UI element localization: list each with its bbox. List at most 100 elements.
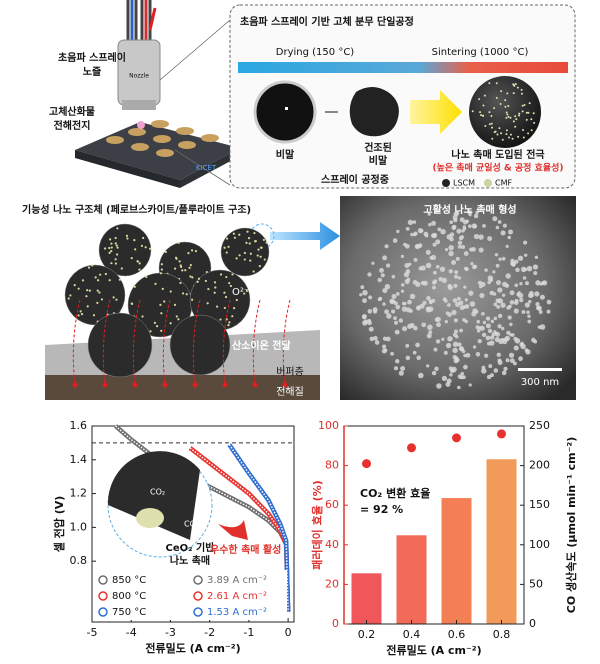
x-tick-label: -4 <box>126 626 137 639</box>
catalyst <box>514 115 517 118</box>
sem-particle <box>517 291 521 295</box>
sem-particle <box>435 264 440 269</box>
catalyst <box>91 264 94 267</box>
legend-value: 3.89 A cm⁻² <box>207 575 267 586</box>
sem-particle <box>384 244 389 249</box>
sem-particle <box>461 229 465 233</box>
catalyst <box>259 255 262 258</box>
sem-particle <box>508 229 514 235</box>
catalyst <box>238 254 241 257</box>
sem-particle <box>493 330 497 334</box>
catalyst <box>159 272 162 275</box>
sem-particle <box>431 233 436 239</box>
sem-particle <box>435 239 441 245</box>
sem-particle <box>505 273 511 279</box>
sem-particle <box>373 335 378 341</box>
catalyst <box>227 324 230 327</box>
sem-particle <box>391 274 396 279</box>
sem-particle <box>395 291 400 296</box>
sem-title: 고활성 나노 촉매 형성 <box>423 203 516 216</box>
catalyst <box>223 246 226 249</box>
catalyst <box>169 290 172 293</box>
sem-particle <box>457 342 462 347</box>
sem-particle <box>360 285 365 290</box>
sem-particle <box>506 330 511 335</box>
sem-particle <box>364 319 369 325</box>
sem-particle <box>470 261 474 266</box>
catalyst <box>154 282 157 285</box>
logo: KICET <box>196 164 217 172</box>
sem-particle <box>473 233 480 240</box>
catalyst <box>260 246 263 249</box>
sem-particle <box>421 322 427 328</box>
catalyst <box>245 241 248 244</box>
sem-particle <box>384 309 390 315</box>
sem-particle <box>362 315 367 320</box>
y-tick-label: 80 <box>325 459 339 472</box>
structure-title: 기능성 나노 구조체 (페로브스카이트/플루라이트 구조) <box>22 203 251 216</box>
catalyst <box>518 112 521 115</box>
sem-particle <box>451 260 457 265</box>
point <box>407 443 416 453</box>
sem-particle <box>406 277 411 282</box>
sem-particle <box>519 297 524 303</box>
bar <box>351 573 382 624</box>
sem-particle <box>484 268 488 272</box>
sem-particle <box>513 345 519 351</box>
y2-tick-label: 100 <box>529 538 550 551</box>
catalyst <box>159 303 162 306</box>
sem-particle <box>425 262 432 269</box>
catalyst <box>233 236 237 239</box>
sem-particle <box>528 299 532 304</box>
catalyst <box>115 244 118 247</box>
scale-bar <box>518 368 562 371</box>
catalyst <box>141 315 144 318</box>
catalyst <box>190 249 194 252</box>
sem-particle <box>456 228 462 234</box>
sem-particle <box>493 368 499 373</box>
catalyst <box>522 129 525 132</box>
sem-particle <box>462 305 467 309</box>
catalyst <box>488 82 491 85</box>
sem-texture <box>359 209 552 390</box>
sem-particle <box>520 343 526 350</box>
sem-particle <box>454 356 459 361</box>
sem-particle <box>475 325 480 330</box>
catalyst <box>173 303 177 306</box>
sem-particle <box>479 325 485 331</box>
sem-particle <box>389 298 395 304</box>
buffer-label: 버퍼층 <box>276 366 304 378</box>
sem-particle <box>409 293 416 300</box>
sem-particle <box>500 230 506 236</box>
sem-particle <box>400 289 405 293</box>
nozzle-label: 노즐 <box>83 66 101 78</box>
sem-particle <box>441 375 448 382</box>
sem-particle <box>362 289 368 296</box>
point <box>362 459 371 469</box>
sem-particle <box>492 216 498 222</box>
sem-particle <box>481 368 487 374</box>
catalyst <box>88 289 91 292</box>
y-tick-label: 1.6 <box>70 419 88 432</box>
catalyst <box>96 301 99 304</box>
sem-particle <box>436 322 441 328</box>
sem-particle <box>464 267 469 272</box>
sem-particle <box>471 223 477 229</box>
catalyst <box>160 268 163 271</box>
catalyst <box>110 246 113 249</box>
sem-particle <box>382 288 388 294</box>
y2-axis-label: CO 생산속도 (μmol min⁻¹ cm⁻²) <box>564 437 578 613</box>
y-tick-label: 100 <box>318 419 339 432</box>
catalyst <box>110 242 113 245</box>
sem-particle <box>539 324 546 330</box>
sem-particle <box>465 352 471 358</box>
cell-label: 고체산화물 <box>49 105 95 118</box>
sem-particle <box>525 349 531 355</box>
sem-particle <box>367 309 373 314</box>
sem-particle <box>526 265 533 272</box>
y-axis-label: 셀 전압 (V) <box>52 496 66 553</box>
catalyst <box>520 88 523 91</box>
catalyst <box>110 262 113 265</box>
catalyst <box>175 315 178 318</box>
sem-particle <box>507 235 511 240</box>
